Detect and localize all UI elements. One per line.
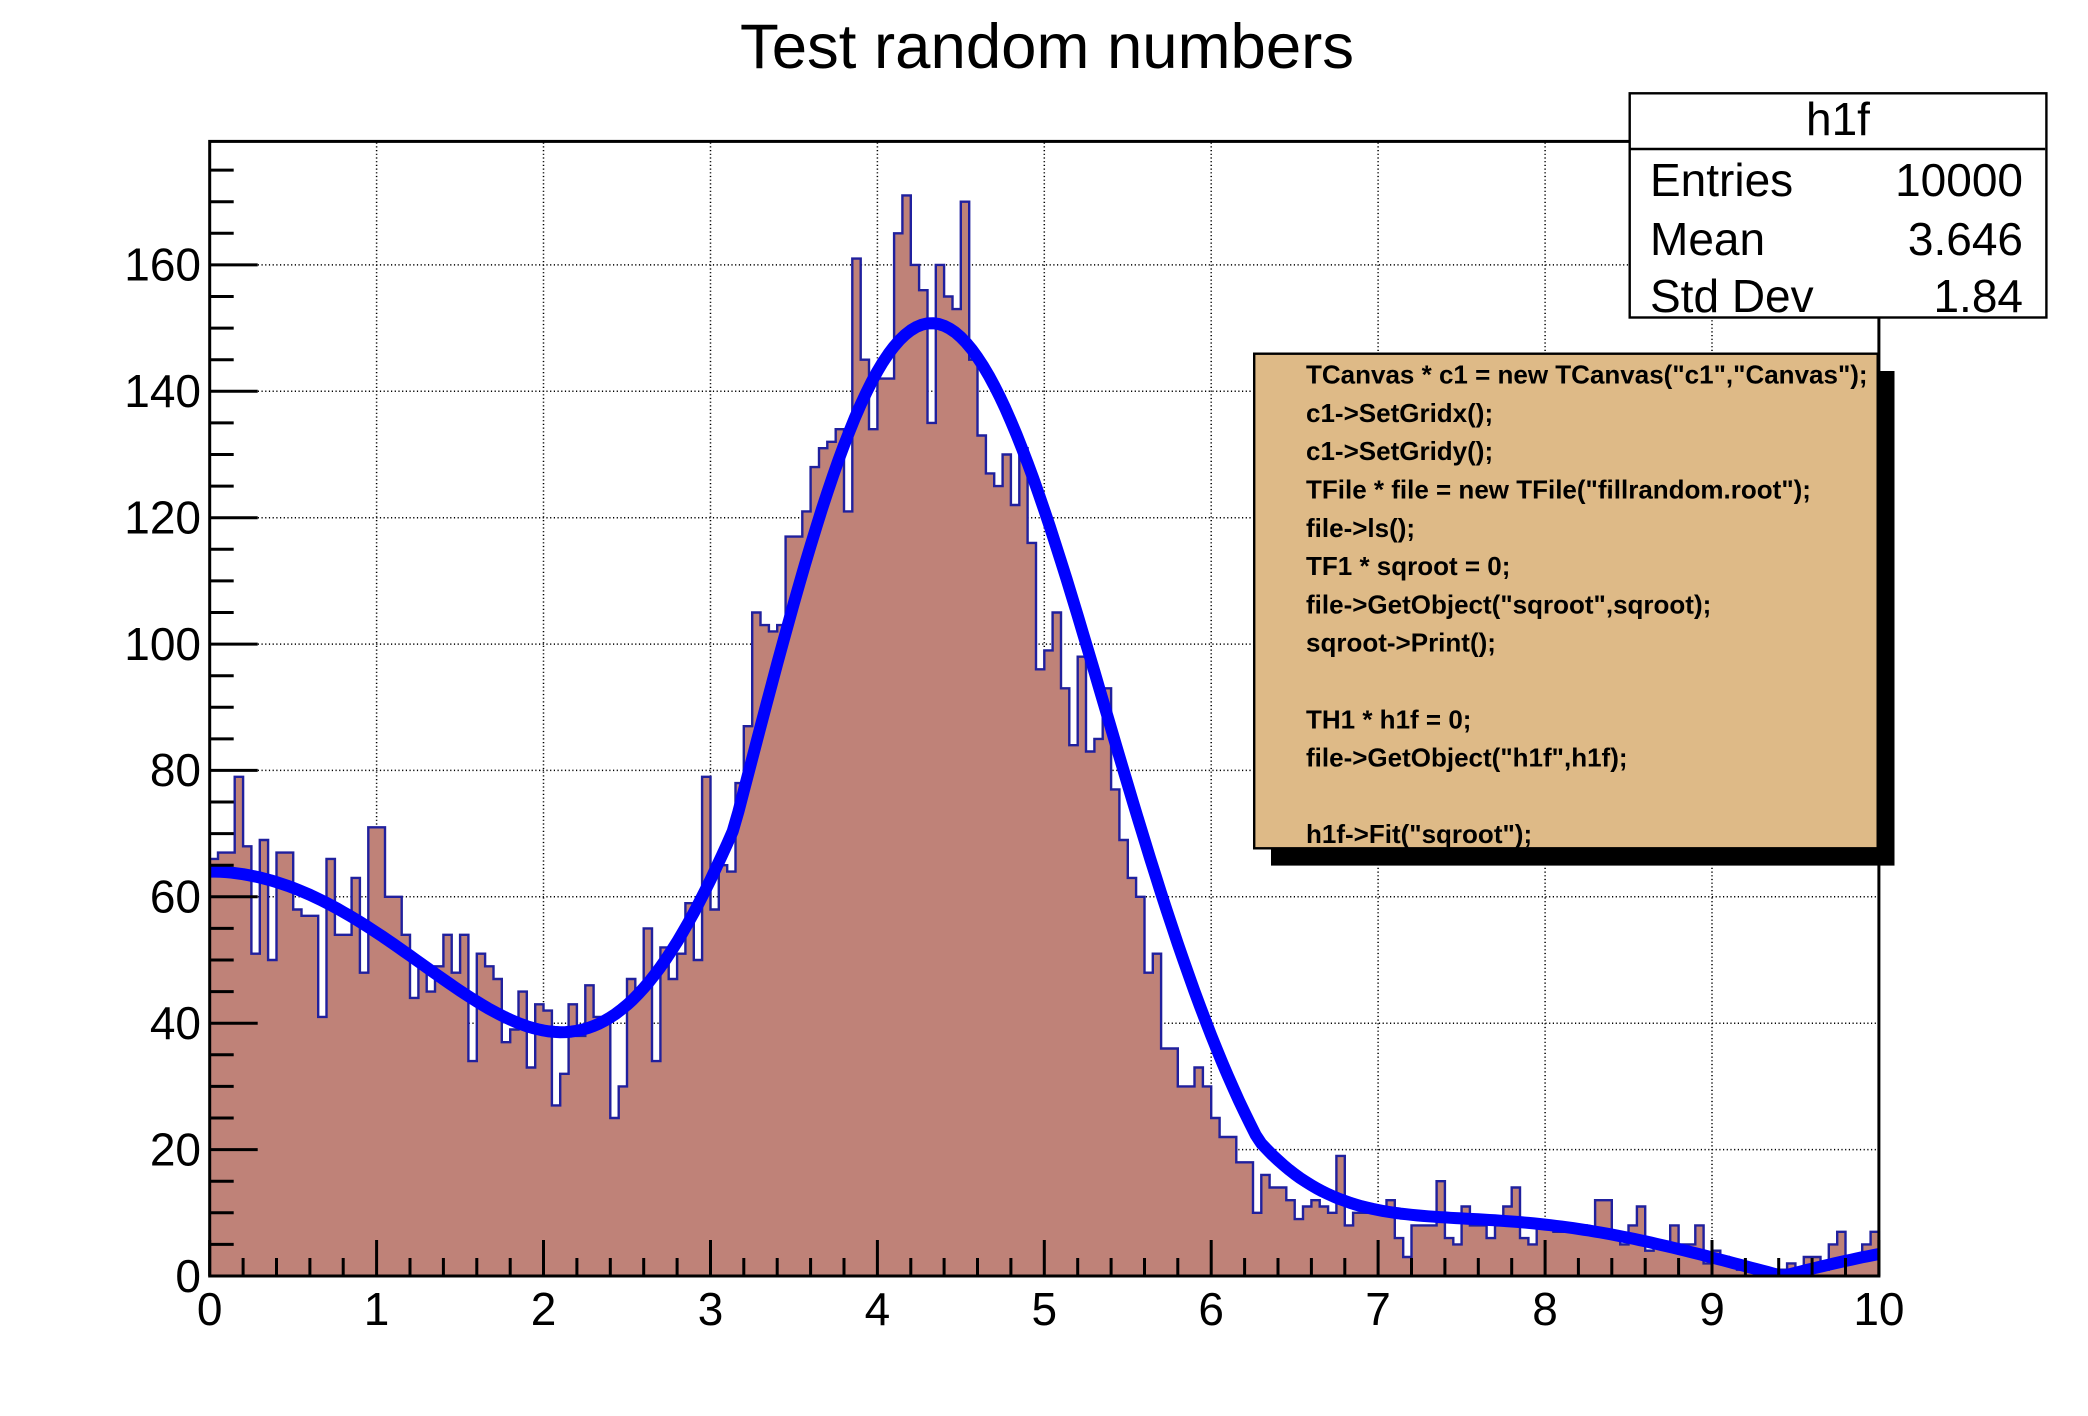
svg-text:6: 6 bbox=[1198, 1283, 1224, 1335]
svg-text:60: 60 bbox=[150, 871, 201, 923]
svg-text:2: 2 bbox=[531, 1283, 557, 1335]
svg-text:100: 100 bbox=[124, 618, 201, 670]
svg-text:h1f->Fit("sqroot");: h1f->Fit("sqroot"); bbox=[1306, 819, 1532, 849]
svg-text:120: 120 bbox=[124, 492, 201, 544]
svg-text:3: 3 bbox=[698, 1283, 724, 1335]
svg-text:1.84: 1.84 bbox=[1933, 270, 2023, 322]
svg-text:sqroot->Print();: sqroot->Print(); bbox=[1306, 628, 1496, 658]
svg-text:10000: 10000 bbox=[1895, 154, 2023, 206]
svg-text:TFile * file = new TFile("fill: TFile * file = new TFile("fillrandom.roo… bbox=[1306, 475, 1811, 505]
svg-text:160: 160 bbox=[124, 239, 201, 291]
svg-text:1: 1 bbox=[364, 1283, 390, 1335]
svg-text:4: 4 bbox=[865, 1283, 891, 1335]
svg-text:5: 5 bbox=[1032, 1283, 1058, 1335]
svg-text:Mean: Mean bbox=[1650, 213, 1765, 265]
svg-text:c1->SetGridy();: c1->SetGridy(); bbox=[1306, 436, 1493, 466]
svg-text:7: 7 bbox=[1365, 1283, 1391, 1335]
svg-text:h1f: h1f bbox=[1806, 93, 1870, 145]
svg-text:0: 0 bbox=[197, 1283, 223, 1335]
svg-text:TCanvas * c1 = new TCanvas("c1: TCanvas * c1 = new TCanvas("c1","Canvas"… bbox=[1306, 360, 1868, 390]
svg-text:10: 10 bbox=[1853, 1283, 1904, 1335]
svg-text:TH1 * h1f = 0;: TH1 * h1f = 0; bbox=[1306, 704, 1471, 734]
svg-text:c1->SetGridx();: c1->SetGridx(); bbox=[1306, 398, 1493, 428]
svg-text:Entries: Entries bbox=[1650, 154, 1793, 206]
svg-text:140: 140 bbox=[124, 365, 201, 417]
svg-text:Std Dev: Std Dev bbox=[1650, 270, 1814, 322]
svg-text:file->GetObject("sqroot",sqroo: file->GetObject("sqroot",sqroot); bbox=[1306, 589, 1711, 619]
svg-text:file->ls();: file->ls(); bbox=[1306, 513, 1415, 543]
svg-text:0: 0 bbox=[175, 1250, 201, 1302]
svg-text:8: 8 bbox=[1532, 1283, 1558, 1335]
svg-text:Test random numbers: Test random numbers bbox=[740, 12, 1354, 82]
svg-text:9: 9 bbox=[1699, 1283, 1725, 1335]
svg-text:file->GetObject("h1f",h1f);: file->GetObject("h1f",h1f); bbox=[1306, 743, 1628, 773]
svg-text:80: 80 bbox=[150, 744, 201, 796]
svg-text:3.646: 3.646 bbox=[1908, 213, 2023, 265]
svg-text:40: 40 bbox=[150, 997, 201, 1049]
svg-text:TF1 * sqroot = 0;: TF1 * sqroot = 0; bbox=[1306, 551, 1510, 581]
svg-text:20: 20 bbox=[150, 1123, 201, 1175]
